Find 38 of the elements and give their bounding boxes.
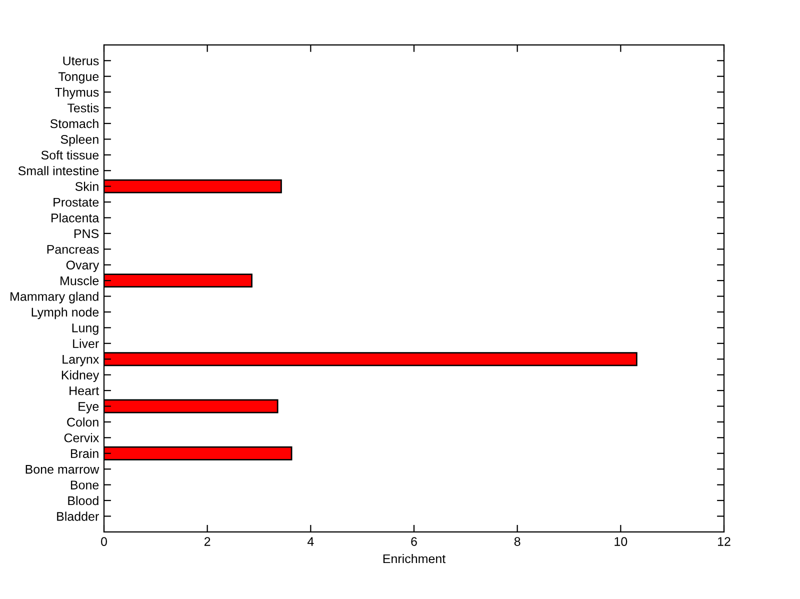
y-tick-label: Lymph node xyxy=(32,307,99,320)
x-tick-label: 4 xyxy=(307,537,314,546)
y-tick-label: Larynx xyxy=(62,355,100,366)
x-tick-label: 10 xyxy=(614,537,628,546)
y-tick-label: Soft tissue xyxy=(41,150,99,160)
y-tick-label: Liver xyxy=(73,338,99,348)
x-axis-title: Enrichment xyxy=(383,554,446,564)
y-tick-label: Kidney xyxy=(62,370,100,382)
y-tick-label: Bone xyxy=(70,480,99,490)
y-tick-label: Prostate xyxy=(54,198,99,207)
y-tick-label: Skin xyxy=(75,182,98,191)
y-tick-label: Bone marrow xyxy=(26,465,100,474)
y-tick-label: Thymus xyxy=(54,88,99,100)
x-tick-label: 0 xyxy=(101,537,107,546)
x-tick-label: 8 xyxy=(514,537,520,546)
y-tick-label: Spleen xyxy=(60,134,98,146)
y-tick-label: Colon xyxy=(67,417,98,427)
x-tick-label: 6 xyxy=(411,537,417,546)
x-tick-label: 2 xyxy=(204,537,210,546)
y-tick-label: Mammary gland xyxy=(10,292,98,304)
y-tick-label: Testis xyxy=(67,103,99,112)
y-tick-label: Stomach xyxy=(50,118,98,128)
y-tick-label: Blood xyxy=(68,496,98,506)
y-tick-label: Small intestine xyxy=(18,166,99,176)
y-tick-label: Bladder xyxy=(57,512,99,521)
y-tick-label: Brain xyxy=(70,448,98,458)
y-tick-label: Heart xyxy=(70,386,100,396)
y-tick-label: Placenta xyxy=(52,213,100,222)
y-tick-label: Tongue xyxy=(58,72,99,84)
x-tick-label: 12 xyxy=(718,537,730,546)
y-tick-label: Ovary xyxy=(66,260,100,272)
y-tick-label: Muscle xyxy=(60,276,99,286)
y-tick-label: Uterus xyxy=(63,56,99,66)
y-tick-label: Pancreas xyxy=(47,245,99,254)
y-tick-label: Cervix xyxy=(64,433,100,442)
y-tick-label: Eye xyxy=(78,402,99,414)
y-tick-label: Lung xyxy=(72,324,98,335)
y-tick-label: PNS xyxy=(74,229,99,238)
